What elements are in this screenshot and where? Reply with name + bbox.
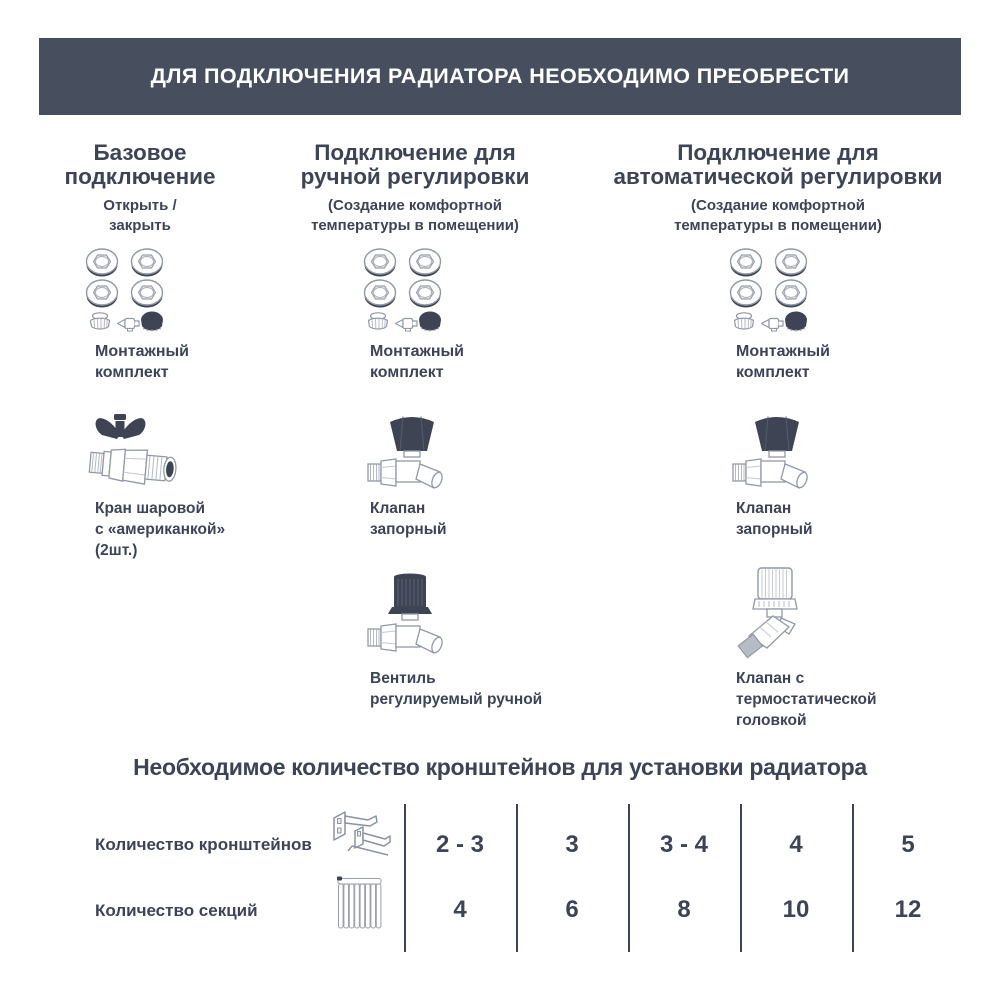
table-divider (628, 804, 630, 952)
section-count-value: 12 (894, 896, 922, 923)
manual-valve-icon (366, 570, 450, 658)
column-subtitle-basic: Открыть / закрыть (40, 196, 240, 236)
column-title-automatic: Подключение для автоматической регулиров… (578, 141, 978, 189)
text-line: ручной регулировки (300, 164, 530, 189)
bracket-count-value: 4 (789, 831, 803, 858)
text-line: Клапан (736, 500, 792, 517)
brackets-section-title: Необходимое количество кронштейнов для у… (133, 754, 867, 780)
thermostatic-valve-icon (737, 567, 798, 659)
text-line: закрыть (109, 217, 171, 234)
section-count-value: 10 (782, 896, 810, 923)
table-divider (740, 804, 742, 952)
ball-valve-label: Кран шаровой с «американкой» (2шт.) (95, 498, 225, 561)
text-line: Монтажный (736, 343, 831, 360)
text-line: подключение (64, 164, 216, 189)
text-line: запорный (370, 521, 447, 538)
column-title-basic: Базовое подключение (40, 141, 240, 189)
ball-valve-icon (88, 414, 177, 485)
section-count-value: 4 (453, 896, 467, 923)
text-line: комплект (736, 364, 810, 381)
bracket-count-value: 5 (901, 831, 915, 858)
text-line: (Создание комфортной (691, 197, 865, 214)
stop-valve-icon (731, 411, 815, 493)
text-line: автоматической регулировки (613, 164, 943, 189)
mounting-kit-icon (85, 247, 165, 333)
text-line: Монтажный (95, 343, 190, 360)
header-banner: ДЛЯ ПОДКЛЮЧЕНИЯ РАДИАТОРА НЕОБХОДИМО ПРЕ… (39, 38, 961, 115)
stop-valve-label: Клапан запорный (736, 498, 813, 540)
column-title-manual: Подключение для ручной регулировки (270, 141, 560, 189)
text-line: Клапан с (736, 670, 805, 687)
text-line: Подключение для (314, 140, 516, 165)
mounting-kit-label: Монтажный комплект (370, 341, 464, 383)
mounting-kit-label: Монтажный комплект (736, 341, 830, 383)
section-count-value: 8 (677, 896, 691, 923)
bracket-count-value: 2 - 3 (435, 831, 485, 858)
text-line: термостатической (736, 691, 877, 708)
text-line: температуры в помещении) (674, 217, 882, 234)
text-line: (2шт.) (95, 542, 138, 559)
text-line: запорный (736, 521, 813, 538)
bracket-count-value: 3 (565, 831, 579, 858)
text-line: Открыть / (103, 197, 177, 214)
section-count-value: 6 (565, 896, 579, 923)
text-line: (Создание комфортной (328, 197, 502, 214)
stop-valve-icon (366, 411, 450, 493)
section-count-values-row: 4 6 8 10 12 (404, 896, 964, 924)
text-line: комплект (370, 364, 444, 381)
table-divider (404, 804, 406, 952)
table-divider (516, 804, 518, 952)
column-subtitle-manual: (Создание комфортной температуры в помещ… (270, 196, 560, 236)
manual-valve-label: Вентиль регулируемый ручной (370, 668, 542, 710)
text-line: Клапан (370, 500, 426, 517)
table-divider (852, 804, 854, 952)
text-line: с «американкой» (95, 521, 226, 538)
mounting-kit-label: Монтажный комплект (95, 341, 189, 383)
thermostatic-valve-label: Клапан с термостатической головкой (736, 668, 877, 731)
bracket-count-value: 3 - 4 (659, 831, 709, 858)
text-line: головкой (736, 712, 807, 729)
text-line: температуры в помещении) (311, 217, 519, 234)
radiator-icon (337, 876, 382, 929)
bracket-count-values-row: 2 - 3 3 3 - 4 4 5 (404, 831, 964, 859)
text-line: Кран шаровой (95, 500, 206, 517)
header-title: ДЛЯ ПОДКЛЮЧЕНИЯ РАДИАТОРА НЕОБХОДИМО ПРЕ… (150, 64, 850, 88)
mounting-kit-icon (729, 247, 809, 333)
column-subtitle-automatic: (Создание комфортной температуры в помещ… (578, 196, 978, 236)
text-line: комплект (95, 364, 169, 381)
bracket-count-row-label: Количество кронштейнов (95, 835, 312, 854)
stop-valve-label: Клапан запорный (370, 498, 447, 540)
text-line: Подключение для (677, 140, 879, 165)
text-line: Базовое (93, 140, 187, 165)
bracket-icon (333, 811, 391, 856)
section-count-row-label: Количество секций (95, 901, 258, 920)
text-line: Вентиль (370, 670, 436, 687)
mounting-kit-icon (363, 247, 443, 333)
text-line: регулируемый ручной (370, 691, 543, 708)
text-line: Монтажный (370, 343, 465, 360)
